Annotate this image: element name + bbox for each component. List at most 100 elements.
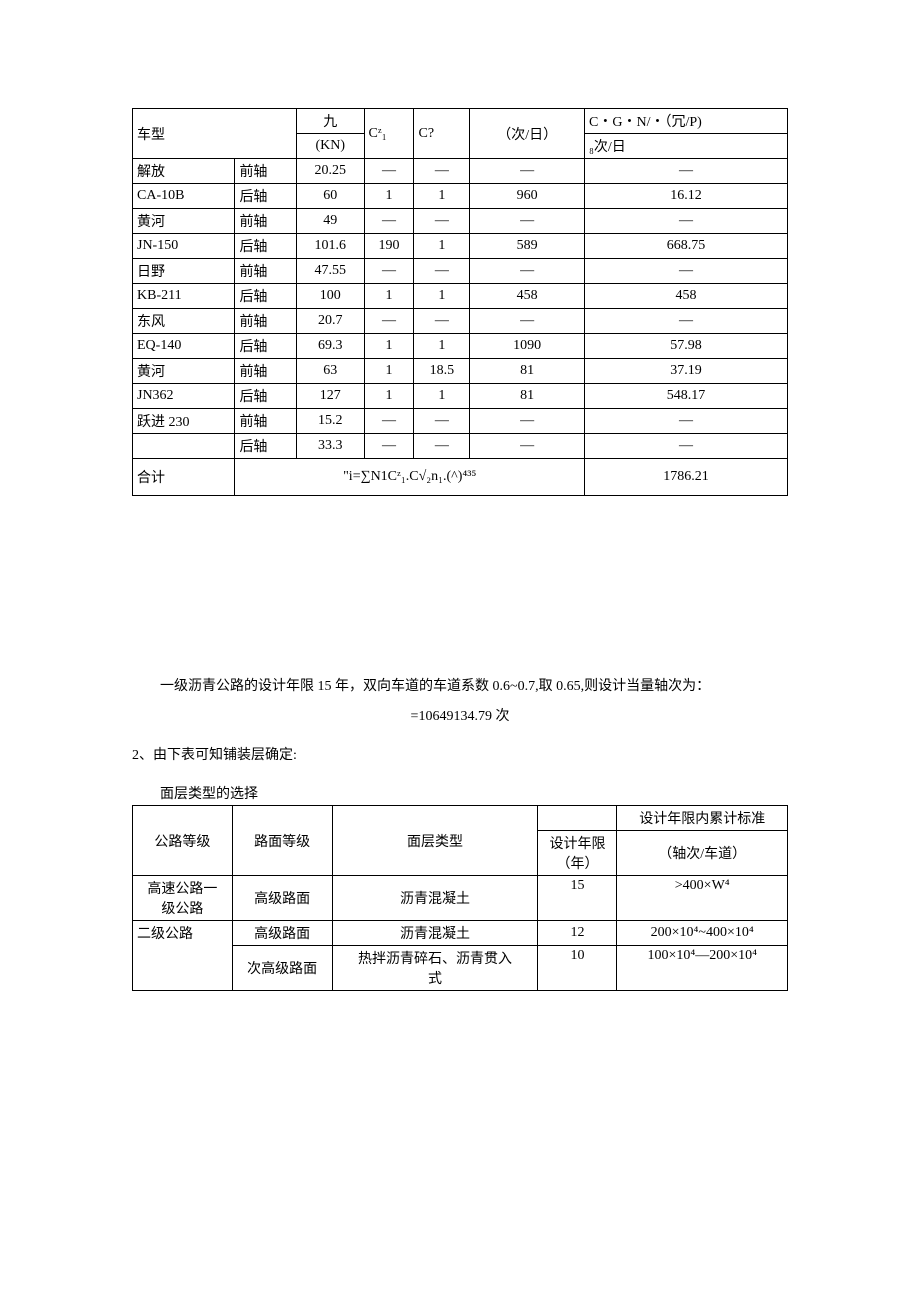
table-row: 跃进 230 前轴 15.2 — — — —: [133, 409, 788, 434]
cell: 960: [470, 184, 585, 209]
cell: 后轴: [235, 234, 297, 259]
cell: EQ-140: [133, 334, 235, 359]
table-row: 解放 前轴 20.25 — — — —: [133, 159, 788, 184]
header-cz1: Cᶻ₁: [364, 109, 414, 159]
cell: CA-10B: [133, 184, 235, 209]
vehicle-axle-table: 车型 九 Cᶻ₁ C? （次/日） C・G・N/・（冗/P) (KN) ₈次/日…: [132, 108, 788, 496]
cell: 后轴: [235, 384, 297, 409]
cell: 高级路面: [232, 921, 332, 946]
cell: 10: [538, 946, 617, 991]
cell: 16.12: [585, 184, 788, 209]
cell: 190: [364, 234, 414, 259]
cell: 后轴: [235, 184, 297, 209]
header-vehicle: 车型: [133, 109, 297, 159]
cell: 81: [470, 384, 585, 409]
cell: 二级公路: [133, 921, 233, 991]
cell: 81: [470, 359, 585, 384]
cell: 前轴: [235, 209, 297, 234]
table-row: 日野 前轴 47.55 — — — —: [133, 259, 788, 284]
section-2-heading: 2、由下表可知铺装层确定:: [132, 745, 788, 767]
cell: —: [364, 409, 414, 434]
header-formula-l1: C・G・N/・（冗/P): [585, 109, 788, 134]
header-c2: C?: [414, 109, 470, 159]
cell: —: [414, 309, 470, 334]
cell: 后轴: [235, 434, 297, 459]
cell: 后轴: [235, 284, 297, 309]
cell: 57.98: [585, 334, 788, 359]
cell: —: [414, 259, 470, 284]
cell: 前轴: [235, 159, 297, 184]
cell: 前轴: [235, 309, 297, 334]
cell: 1: [414, 334, 470, 359]
cell: 1: [364, 384, 414, 409]
header-times: （次/日）: [470, 109, 585, 159]
cell: 1: [364, 359, 414, 384]
cell: 前轴: [235, 359, 297, 384]
cell: 东风: [133, 309, 235, 334]
footer-label: 合计: [133, 459, 235, 496]
cell: —: [470, 259, 585, 284]
cell: 33.3: [297, 434, 364, 459]
footer-total: 1786.21: [585, 459, 788, 496]
header-formula-l2: ₈次/日: [585, 134, 788, 159]
cell: —: [585, 259, 788, 284]
cell: —: [364, 259, 414, 284]
cell: —: [470, 209, 585, 234]
cell: —: [470, 159, 585, 184]
cell: 60: [297, 184, 364, 209]
cell: JN-150: [133, 234, 235, 259]
cell: —: [414, 159, 470, 184]
header-kn-l2: (KN): [297, 134, 364, 159]
cell: [133, 434, 235, 459]
cell: 18.5: [414, 359, 470, 384]
design-life-paragraph: 一级沥青公路的设计年限 15 年，双向车道的车道系数 0.6~0.7,取 0.6…: [132, 676, 788, 698]
cell: —: [414, 409, 470, 434]
cell: 15: [538, 876, 617, 921]
header-years: 设计年限 （年）: [538, 831, 617, 876]
cell-text: 级公路: [161, 902, 203, 917]
header-pavement-grade: 路面等级: [232, 806, 332, 876]
cell: —: [364, 209, 414, 234]
cell: 20.7: [297, 309, 364, 334]
cell: 前轴: [235, 409, 297, 434]
cell: 47.55: [297, 259, 364, 284]
cell: 次高级路面: [232, 946, 332, 991]
cell-text: 高速公路一: [147, 882, 217, 897]
cell: —: [585, 309, 788, 334]
cell: 12: [538, 921, 617, 946]
cell: —: [585, 409, 788, 434]
cell: 1: [364, 184, 414, 209]
footer-formula: "i=∑N1Cᶻ₁.C√₂n₁.(^)⁴³⁵: [235, 459, 585, 496]
cell-text: 式: [428, 972, 442, 987]
cell: 跃进 230: [133, 409, 235, 434]
cell: 高速公路一 级公路: [133, 876, 233, 921]
cell: >400×W⁴: [617, 876, 788, 921]
cell: 热拌沥青碎石、沥青贯入 式: [332, 946, 538, 991]
table-row: EQ-140 后轴 69.3 1 1 1090 57.98: [133, 334, 788, 359]
table-header-row: 公路等级 路面等级 面层类型 设计年限内累计标准: [133, 806, 788, 831]
cell-text: 热拌沥青碎石、沥青贯入: [358, 952, 512, 967]
cell: —: [585, 434, 788, 459]
cell: 黄河: [133, 359, 235, 384]
table-row: 黄河 前轴 49 — — — —: [133, 209, 788, 234]
cell: 解放: [133, 159, 235, 184]
table2-title: 面层类型的选择: [132, 783, 788, 803]
cell: 49: [297, 209, 364, 234]
surface-layer-table: 公路等级 路面等级 面层类型 设计年限内累计标准 设计年限 （年） （轴次/车道…: [132, 805, 788, 991]
cell: —: [585, 159, 788, 184]
cell: 前轴: [235, 259, 297, 284]
cell: 200×10⁴~400×10⁴: [617, 921, 788, 946]
cell: 458: [470, 284, 585, 309]
table-row: 黄河 前轴 63 1 18.5 81 37.19: [133, 359, 788, 384]
cell: —: [414, 434, 470, 459]
cell: —: [585, 209, 788, 234]
table-footer-row: 合计 "i=∑N1Cᶻ₁.C√₂n₁.(^)⁴³⁵ 1786.21: [133, 459, 788, 496]
cell: 101.6: [297, 234, 364, 259]
cell: 20.25: [297, 159, 364, 184]
table-row: 二级公路 高级路面 沥青混凝土 12 200×10⁴~400×10⁴: [133, 921, 788, 946]
header-road-class: 公路等级: [133, 806, 233, 876]
cell: 37.19: [585, 359, 788, 384]
cell: 黄河: [133, 209, 235, 234]
table-row: 后轴 33.3 — — — —: [133, 434, 788, 459]
cell: 沥青混凝土: [332, 921, 538, 946]
